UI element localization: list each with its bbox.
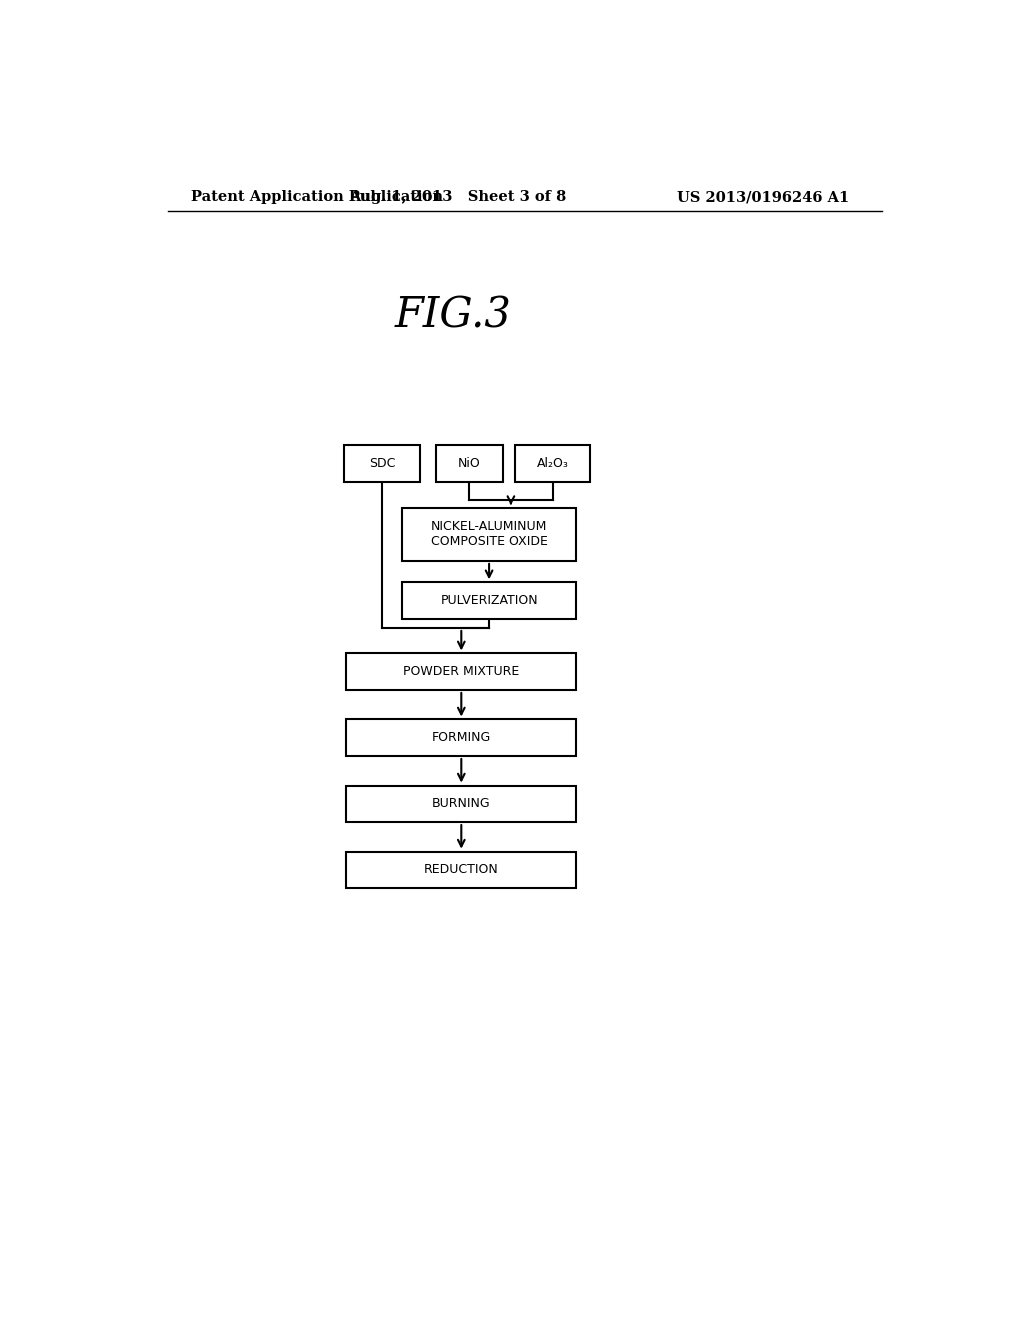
Text: NICKEL-ALUMINUM
COMPOSITE OXIDE: NICKEL-ALUMINUM COMPOSITE OXIDE <box>431 520 548 549</box>
Text: FIG.3: FIG.3 <box>395 294 512 337</box>
FancyBboxPatch shape <box>344 445 420 482</box>
Text: US 2013/0196246 A1: US 2013/0196246 A1 <box>677 190 849 205</box>
Text: REDUCTION: REDUCTION <box>424 863 499 876</box>
FancyBboxPatch shape <box>435 445 503 482</box>
Text: Aug. 1, 2013   Sheet 3 of 8: Aug. 1, 2013 Sheet 3 of 8 <box>349 190 566 205</box>
Text: Al₂O₃: Al₂O₃ <box>537 457 568 470</box>
Text: NiO: NiO <box>458 457 480 470</box>
FancyBboxPatch shape <box>346 653 577 690</box>
Text: SDC: SDC <box>369 457 395 470</box>
Text: PULVERIZATION: PULVERIZATION <box>440 594 538 607</box>
FancyBboxPatch shape <box>346 719 577 756</box>
Text: Patent Application Publication: Patent Application Publication <box>191 190 443 205</box>
FancyBboxPatch shape <box>515 445 590 482</box>
FancyBboxPatch shape <box>346 785 577 822</box>
FancyBboxPatch shape <box>401 582 577 619</box>
FancyBboxPatch shape <box>346 851 577 888</box>
Text: POWDER MIXTURE: POWDER MIXTURE <box>403 665 519 678</box>
Text: BURNING: BURNING <box>432 797 490 810</box>
Text: FORMING: FORMING <box>432 731 490 744</box>
FancyBboxPatch shape <box>401 508 577 561</box>
